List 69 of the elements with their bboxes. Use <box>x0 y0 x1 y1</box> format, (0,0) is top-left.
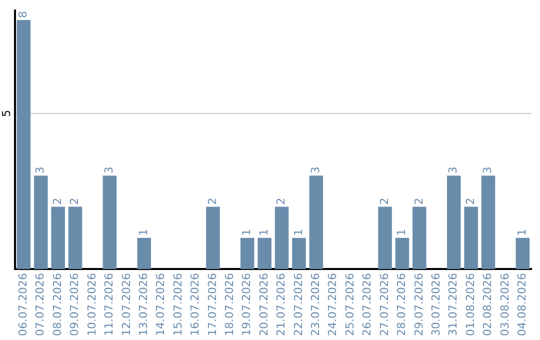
bar <box>378 206 392 270</box>
bar <box>395 238 410 270</box>
data-label: 1 <box>292 228 305 236</box>
x-tick-label: 22.07.2026 <box>292 273 305 336</box>
x-tick-label: 26.07.2026 <box>360 273 374 336</box>
data-label: 1 <box>516 228 529 236</box>
x-tick-label: 09.07.2026 <box>68 273 82 336</box>
x-tick-label: 14.07.2026 <box>154 273 168 336</box>
data-label: 3 <box>34 166 47 174</box>
data-label: 2 <box>378 198 391 205</box>
data-label: 1 <box>395 228 408 236</box>
x-tick-label: 20.07.2026 <box>257 273 270 336</box>
bar <box>102 176 117 270</box>
x-tick-label: 04.08.2026 <box>516 273 529 336</box>
x-tick-label: 27.07.2026 <box>378 273 391 336</box>
bar <box>34 176 48 270</box>
data-label: 2 <box>412 198 426 205</box>
x-tick-label: 29.07.2026 <box>412 273 426 336</box>
bar <box>516 238 530 270</box>
x-tick-label: 08.07.2026 <box>50 273 64 336</box>
x-tick-label: 12.07.2026 <box>120 273 133 336</box>
bar <box>481 176 496 270</box>
y-tick-label: 5 <box>0 110 13 117</box>
data-label: 3 <box>481 166 494 174</box>
bar <box>258 238 272 270</box>
bar <box>309 176 324 270</box>
x-tick-label: 25.07.2026 <box>343 273 356 336</box>
bar <box>464 206 478 270</box>
x-tick-label: 13.07.2026 <box>136 273 150 336</box>
x-tick-label: 06.07.2026 <box>16 273 30 336</box>
x-tick-label: 24.07.2026 <box>326 273 340 336</box>
x-tick-label: 03.08.2026 <box>498 273 512 336</box>
x-tick-label: 31.07.2026 <box>446 273 460 336</box>
data-label: 1 <box>240 228 254 236</box>
x-tick-label: 19.07.2026 <box>240 273 254 336</box>
x-tick-label: 17.07.2026 <box>206 273 219 336</box>
x-tick-label: 21.07.2026 <box>274 273 288 336</box>
data-label: 2 <box>68 198 82 205</box>
bar <box>137 238 151 270</box>
bar <box>412 206 426 270</box>
data-label: 3 <box>309 166 322 174</box>
bar <box>206 206 220 270</box>
data-label: 1 <box>136 228 150 236</box>
bar <box>68 206 82 270</box>
x-tick-label: 15.07.2026 <box>171 273 184 336</box>
bar <box>51 206 65 270</box>
x-tick-label: 02.08.2026 <box>481 273 494 336</box>
x-tick-label: 07.07.2026 <box>34 273 47 336</box>
x-tick-label: 28.07.2026 <box>395 273 408 336</box>
bar <box>292 238 306 270</box>
bar <box>16 20 31 270</box>
x-tick-label: 16.07.2026 <box>188 273 202 336</box>
x-tick-label: 30.07.2026 <box>429 273 442 336</box>
data-label: 3 <box>446 166 460 174</box>
data-label: 8 <box>16 10 30 18</box>
data-label: 2 <box>50 198 64 205</box>
bar <box>240 238 254 270</box>
x-tick-label: 10.07.2026 <box>85 273 98 336</box>
x-tick-label: 01.08.2026 <box>464 273 477 336</box>
x-tick-label: 23.07.2026 <box>309 273 322 336</box>
x-tick-label: 18.07.2026 <box>223 273 236 336</box>
x-tick-label: 11.07.2026 <box>102 273 116 336</box>
data-label: 3 <box>102 166 116 174</box>
data-label: 2 <box>206 198 219 205</box>
data-label: 1 <box>257 228 270 236</box>
bar <box>274 206 289 270</box>
data-label: 2 <box>274 198 288 205</box>
bar <box>446 176 461 270</box>
data-label: 2 <box>464 198 477 205</box>
